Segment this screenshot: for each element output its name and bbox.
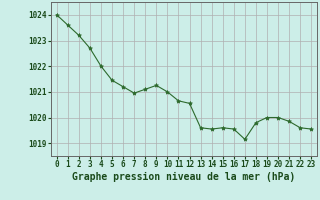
X-axis label: Graphe pression niveau de la mer (hPa): Graphe pression niveau de la mer (hPa) [72, 172, 296, 182]
